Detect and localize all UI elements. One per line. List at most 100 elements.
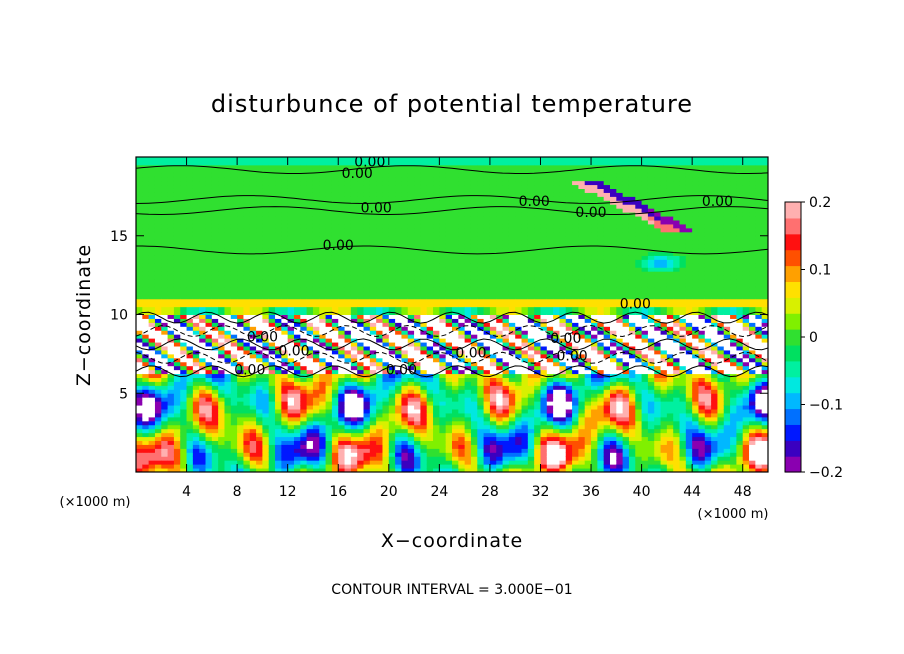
field-cell <box>407 188 415 193</box>
field-cell <box>483 314 491 319</box>
field-cell <box>452 357 459 363</box>
field-cell <box>249 369 257 375</box>
field-cell <box>344 361 352 367</box>
field-cell <box>180 401 188 406</box>
field-cell <box>136 456 143 461</box>
field-cell <box>205 448 213 453</box>
field-cell <box>357 200 365 205</box>
field-cell <box>173 428 181 434</box>
field-cell <box>287 164 295 170</box>
field-cell <box>256 176 263 182</box>
field-cell <box>439 346 447 351</box>
field-cell <box>508 286 516 292</box>
field-cell <box>186 428 194 434</box>
field-cell <box>420 306 428 312</box>
field-cell <box>167 346 175 351</box>
field-cell <box>180 216 188 221</box>
field-cell <box>312 302 320 308</box>
field-cell <box>300 208 308 213</box>
field-cell <box>230 416 238 422</box>
field-cell <box>205 180 213 186</box>
field-cell <box>489 168 497 174</box>
field-cell <box>224 227 232 233</box>
field-cell <box>148 428 156 434</box>
field-cell <box>350 397 358 402</box>
field-cell <box>407 452 415 457</box>
field-cell <box>470 468 478 472</box>
field-cell <box>243 330 251 335</box>
field-cell <box>414 212 421 217</box>
field-cell <box>439 405 447 410</box>
field-cell <box>350 452 358 457</box>
field-cell <box>180 436 188 441</box>
field-cell <box>268 452 276 457</box>
field-cell <box>363 365 371 371</box>
field-cell <box>458 298 466 304</box>
field-cell <box>515 405 523 410</box>
field-cell <box>420 227 428 233</box>
field-cell <box>218 286 225 292</box>
field-cell <box>230 428 238 434</box>
field-cell <box>306 168 314 174</box>
field-cell <box>237 255 244 260</box>
field-cell <box>312 279 320 284</box>
field-cell <box>496 381 504 386</box>
field-cell <box>483 160 491 166</box>
field-cell <box>256 334 263 339</box>
field-cell <box>489 290 497 296</box>
field-cell <box>180 389 188 394</box>
field-cell <box>433 176 440 182</box>
field-cell <box>401 294 409 300</box>
field-cell <box>136 227 143 233</box>
field-cell <box>445 314 453 319</box>
field-cell <box>464 168 472 174</box>
field-cell <box>312 330 320 335</box>
field-cell <box>319 196 327 201</box>
field-cell <box>508 271 516 276</box>
field-cell <box>186 424 194 430</box>
field-cell <box>218 271 225 276</box>
field-cell <box>414 393 421 398</box>
field-cell <box>161 409 169 414</box>
field-cell <box>414 448 421 453</box>
field-cell <box>527 456 535 461</box>
field-cell <box>483 279 491 284</box>
field-cell <box>414 464 421 469</box>
field-cell <box>325 267 333 272</box>
field-cell <box>268 464 276 469</box>
field-cell <box>452 424 459 430</box>
field-cell <box>312 373 320 378</box>
field-cell <box>363 397 371 402</box>
field-cell <box>275 176 282 182</box>
field-cell <box>414 267 421 272</box>
field-cell <box>395 188 402 193</box>
field-cell <box>192 393 200 398</box>
field-cell <box>167 436 175 441</box>
field-cell <box>344 416 352 422</box>
field-cell <box>281 389 289 394</box>
field-cell <box>414 263 421 268</box>
field-cell <box>218 259 225 264</box>
field-cell <box>192 160 200 166</box>
field-cell <box>154 381 162 386</box>
field-cell <box>376 263 383 268</box>
field-cell <box>211 428 219 434</box>
field-cell <box>420 267 428 272</box>
field-cell <box>502 286 510 292</box>
field-cell <box>224 298 232 304</box>
field-cell <box>407 196 415 201</box>
field-cell <box>433 373 440 378</box>
field-cell <box>300 184 308 189</box>
field-cell <box>294 464 301 469</box>
field-cell <box>192 322 200 327</box>
field-cell <box>268 275 276 280</box>
field-cell <box>502 168 510 174</box>
field-cell <box>458 164 466 170</box>
field-cell <box>344 385 352 390</box>
field-cell <box>243 164 251 170</box>
field-cell <box>426 357 434 363</box>
field-cell <box>357 259 365 264</box>
field-cell <box>445 223 453 229</box>
field-cell <box>363 216 371 221</box>
field-cell <box>211 393 219 398</box>
